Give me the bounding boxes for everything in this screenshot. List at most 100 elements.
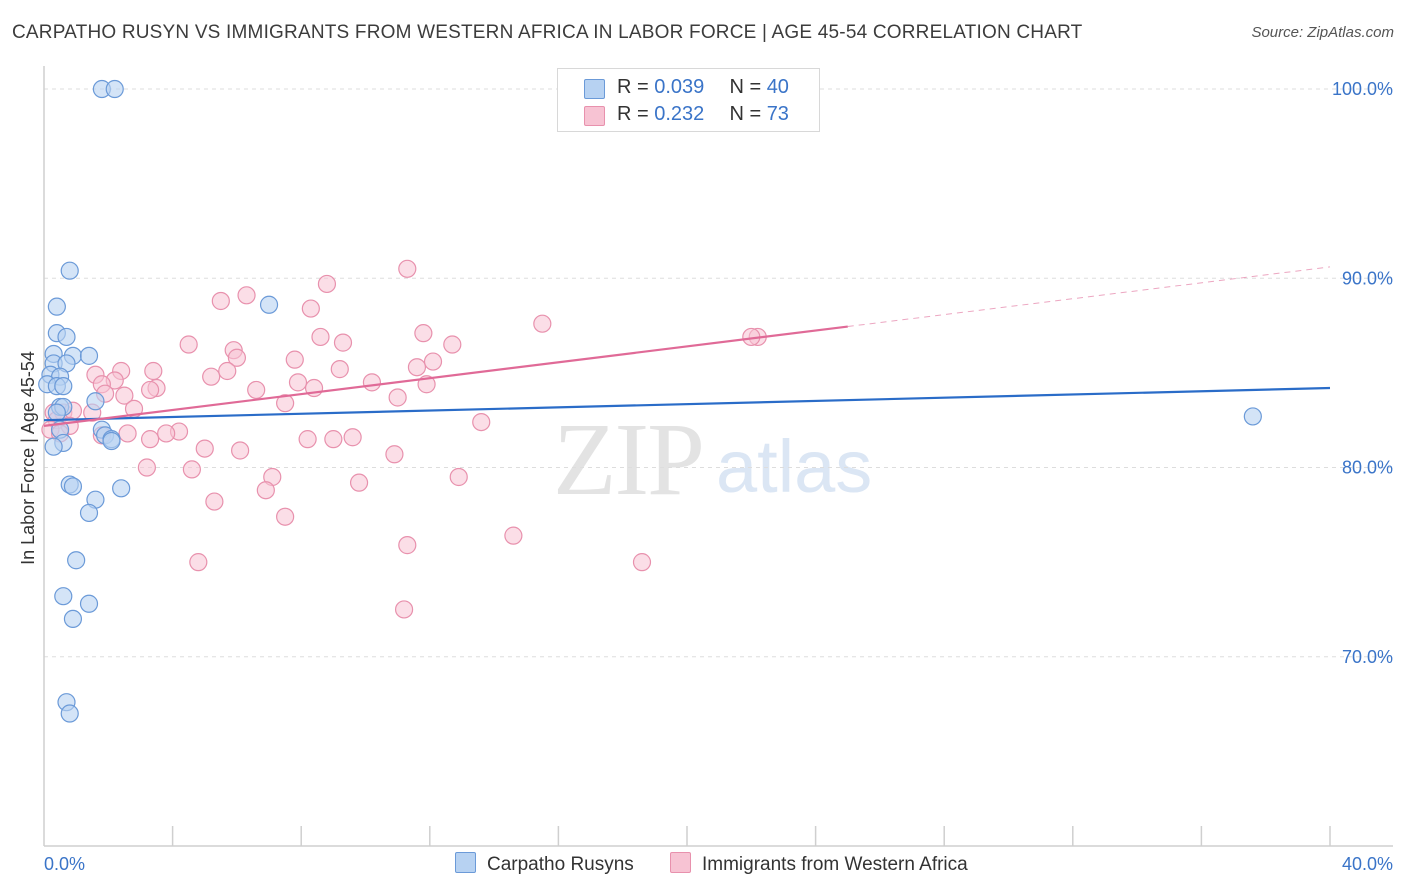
data-point-western-africa [157, 424, 176, 443]
data-point-carpatho [63, 609, 83, 629]
data-point-western-africa [118, 424, 137, 443]
watermark-atlas: atlas [716, 425, 873, 508]
data-point-carpatho [102, 431, 121, 451]
data-point-carpatho [63, 477, 83, 496]
data-point-western-africa [398, 536, 417, 555]
data-point-carpatho [57, 327, 76, 347]
y-axis-title: In Labor Force | Age 45-54 [18, 351, 38, 565]
data-point-western-africa [504, 526, 523, 545]
legend-n-value: 40 [766, 76, 789, 98]
data-point-carpatho [60, 261, 79, 280]
trend-line-western-africa [43, 325, 848, 427]
legend-swatch-blue [584, 79, 605, 99]
data-point-western-africa [189, 553, 208, 572]
trend-line-western-africa-extension [847, 266, 1331, 328]
data-point-western-africa [423, 352, 443, 371]
data-point-western-africa [443, 335, 462, 354]
data-point-western-africa [407, 358, 427, 377]
y-tick-label: 70.0% [1342, 647, 1393, 667]
watermark-zip: ZIP [553, 402, 705, 517]
source-label: Source: ZipAtlas.com [1251, 24, 1394, 41]
x-tick-label: 0.0% [44, 854, 85, 874]
data-point-western-africa [333, 333, 353, 352]
correlation-legend: R = 0.039 N = 40 R = 0.232 N = 73 [557, 68, 820, 132]
data-point-western-africa [202, 367, 221, 386]
legend-r-value: 0.039 [654, 76, 705, 98]
data-point-western-africa [298, 430, 317, 449]
data-point-western-africa [449, 467, 468, 487]
data-point-western-africa [398, 259, 417, 278]
data-point-western-africa [195, 439, 214, 458]
axis-labels: 100.0% 90.0% 80.0% 70.0% 0.0% 40.0% In Labor F… [18, 79, 1393, 874]
data-point-western-africa [311, 327, 330, 347]
data-point-western-africa [388, 388, 407, 407]
data-point-western-africa [144, 361, 163, 381]
data-point-western-africa [137, 458, 156, 477]
legend-n-label: N = [729, 103, 762, 125]
data-point-western-africa [288, 373, 308, 392]
data-point-carpatho [1243, 407, 1262, 426]
bottom-legend-label: Immigrants from Western Africa [702, 854, 968, 875]
legend-n-label: N = [729, 76, 762, 98]
data-point-western-africa [115, 386, 134, 405]
data-point-western-africa [317, 274, 337, 294]
data-point-western-africa [285, 350, 304, 369]
data-point-carpatho [47, 403, 66, 422]
bottom-legend-swatch-pink [670, 852, 691, 873]
data-point-carpatho [79, 346, 99, 365]
legend-n-value: 73 [766, 103, 789, 125]
data-point-western-africa [301, 299, 320, 318]
series-carpatho-rusyns [38, 79, 1262, 723]
data-point-carpatho [112, 479, 131, 498]
data-point-western-africa [276, 507, 295, 526]
data-point-western-africa [205, 492, 224, 511]
data-point-western-africa [179, 335, 198, 354]
x-tick-label: 40.0% [1342, 854, 1393, 874]
data-point-carpatho [79, 594, 99, 613]
grid-lines [44, 88, 1393, 658]
data-point-carpatho [105, 79, 124, 99]
data-point-carpatho [60, 704, 79, 723]
data-point-western-africa [231, 441, 250, 460]
data-point-western-africa [349, 473, 369, 492]
bottom-legend-carpatho: Carpatho Rusyns [455, 852, 634, 876]
data-point-western-africa [140, 430, 160, 449]
legend-r-label: R = [617, 76, 649, 98]
data-point-carpatho [86, 392, 105, 411]
data-point-western-africa [330, 360, 349, 379]
data-point-carpatho [79, 503, 99, 523]
data-point-western-africa [247, 380, 266, 400]
data-point-western-africa [140, 380, 160, 400]
bottom-legend-western-africa: Immigrants from Western Africa [670, 852, 968, 876]
data-point-western-africa [385, 445, 404, 464]
legend-r-label: R = [617, 103, 649, 125]
data-point-western-africa [237, 286, 256, 305]
trend-lines [43, 266, 1331, 427]
bottom-legend-label: Carpatho Rusyns [487, 854, 634, 875]
chart-title: CARPATHO RUSYN VS IMMIGRANTS FROM WESTER… [12, 22, 1083, 43]
axes [43, 66, 1393, 847]
data-point-western-africa [324, 430, 343, 449]
data-point-western-africa [362, 373, 382, 392]
data-point-western-africa [414, 324, 433, 343]
y-tick-label: 90.0% [1342, 268, 1393, 288]
data-point-western-africa [211, 291, 230, 311]
data-point-carpatho [44, 437, 63, 456]
data-point-western-africa [533, 314, 552, 333]
data-point-western-africa [276, 394, 295, 413]
data-point-western-africa [182, 460, 201, 479]
data-point-carpatho [54, 587, 73, 606]
data-point-carpatho [67, 551, 86, 570]
legend-r-value: 0.232 [654, 103, 705, 125]
legend-swatch-pink [584, 106, 605, 126]
data-point-western-africa [343, 428, 362, 447]
data-point-western-africa [472, 412, 491, 432]
data-point-carpatho [259, 295, 279, 314]
y-tick-label: 80.0% [1342, 458, 1393, 478]
y-tick-label: 100.0% [1332, 79, 1393, 99]
data-point-western-africa [632, 553, 652, 572]
data-point-western-africa [227, 348, 246, 367]
data-point-carpatho [54, 377, 73, 396]
trend-line-carpatho [43, 386, 1331, 422]
